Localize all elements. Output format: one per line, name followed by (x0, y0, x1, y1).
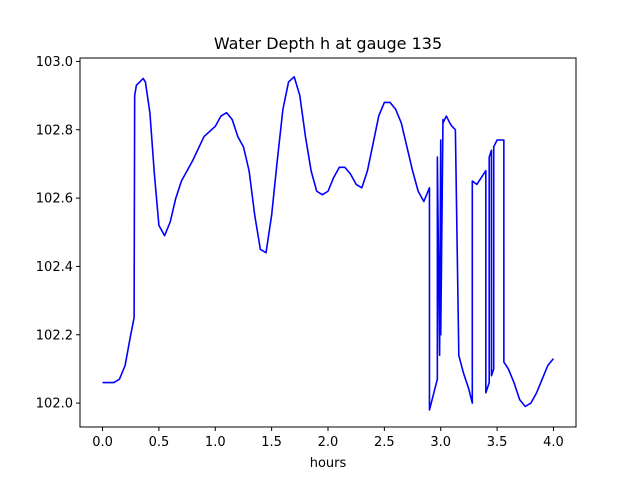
x-tick-label: 4.0 (543, 435, 564, 450)
x-tick-label: 0.5 (149, 435, 170, 450)
x-axis-label: hours (310, 456, 347, 471)
y-tick-label: 102.2 (36, 328, 73, 343)
y-tick-label: 103.0 (36, 55, 73, 70)
y-axis-ticks: 102.0 102.2 102.4 102.6 102.8 103.0 (36, 55, 80, 412)
y-tick-label: 102.8 (36, 123, 73, 138)
y-tick-label: 102.4 (36, 260, 73, 275)
x-tick-label: 2.0 (318, 435, 339, 450)
x-tick-label: 3.5 (487, 435, 508, 450)
y-tick-label: 102.6 (36, 192, 73, 207)
chart-title: Water Depth h at gauge 135 (214, 34, 442, 53)
series-layer (102, 75, 555, 411)
y-tick-label: 102.0 (36, 397, 73, 412)
plot-area (79, 57, 577, 428)
x-tick-label: 0.0 (92, 435, 113, 450)
x-axis-ticks: 0.0 0.5 1.0 1.5 2.0 2.5 3.0 3.5 4.0 (92, 427, 564, 450)
x-tick-label: 3.0 (430, 435, 451, 450)
x-tick-label: 2.5 (374, 435, 395, 450)
x-tick-label: 1.5 (261, 435, 282, 450)
series-line-0 (102, 75, 555, 411)
x-tick-label: 1.0 (205, 435, 226, 450)
